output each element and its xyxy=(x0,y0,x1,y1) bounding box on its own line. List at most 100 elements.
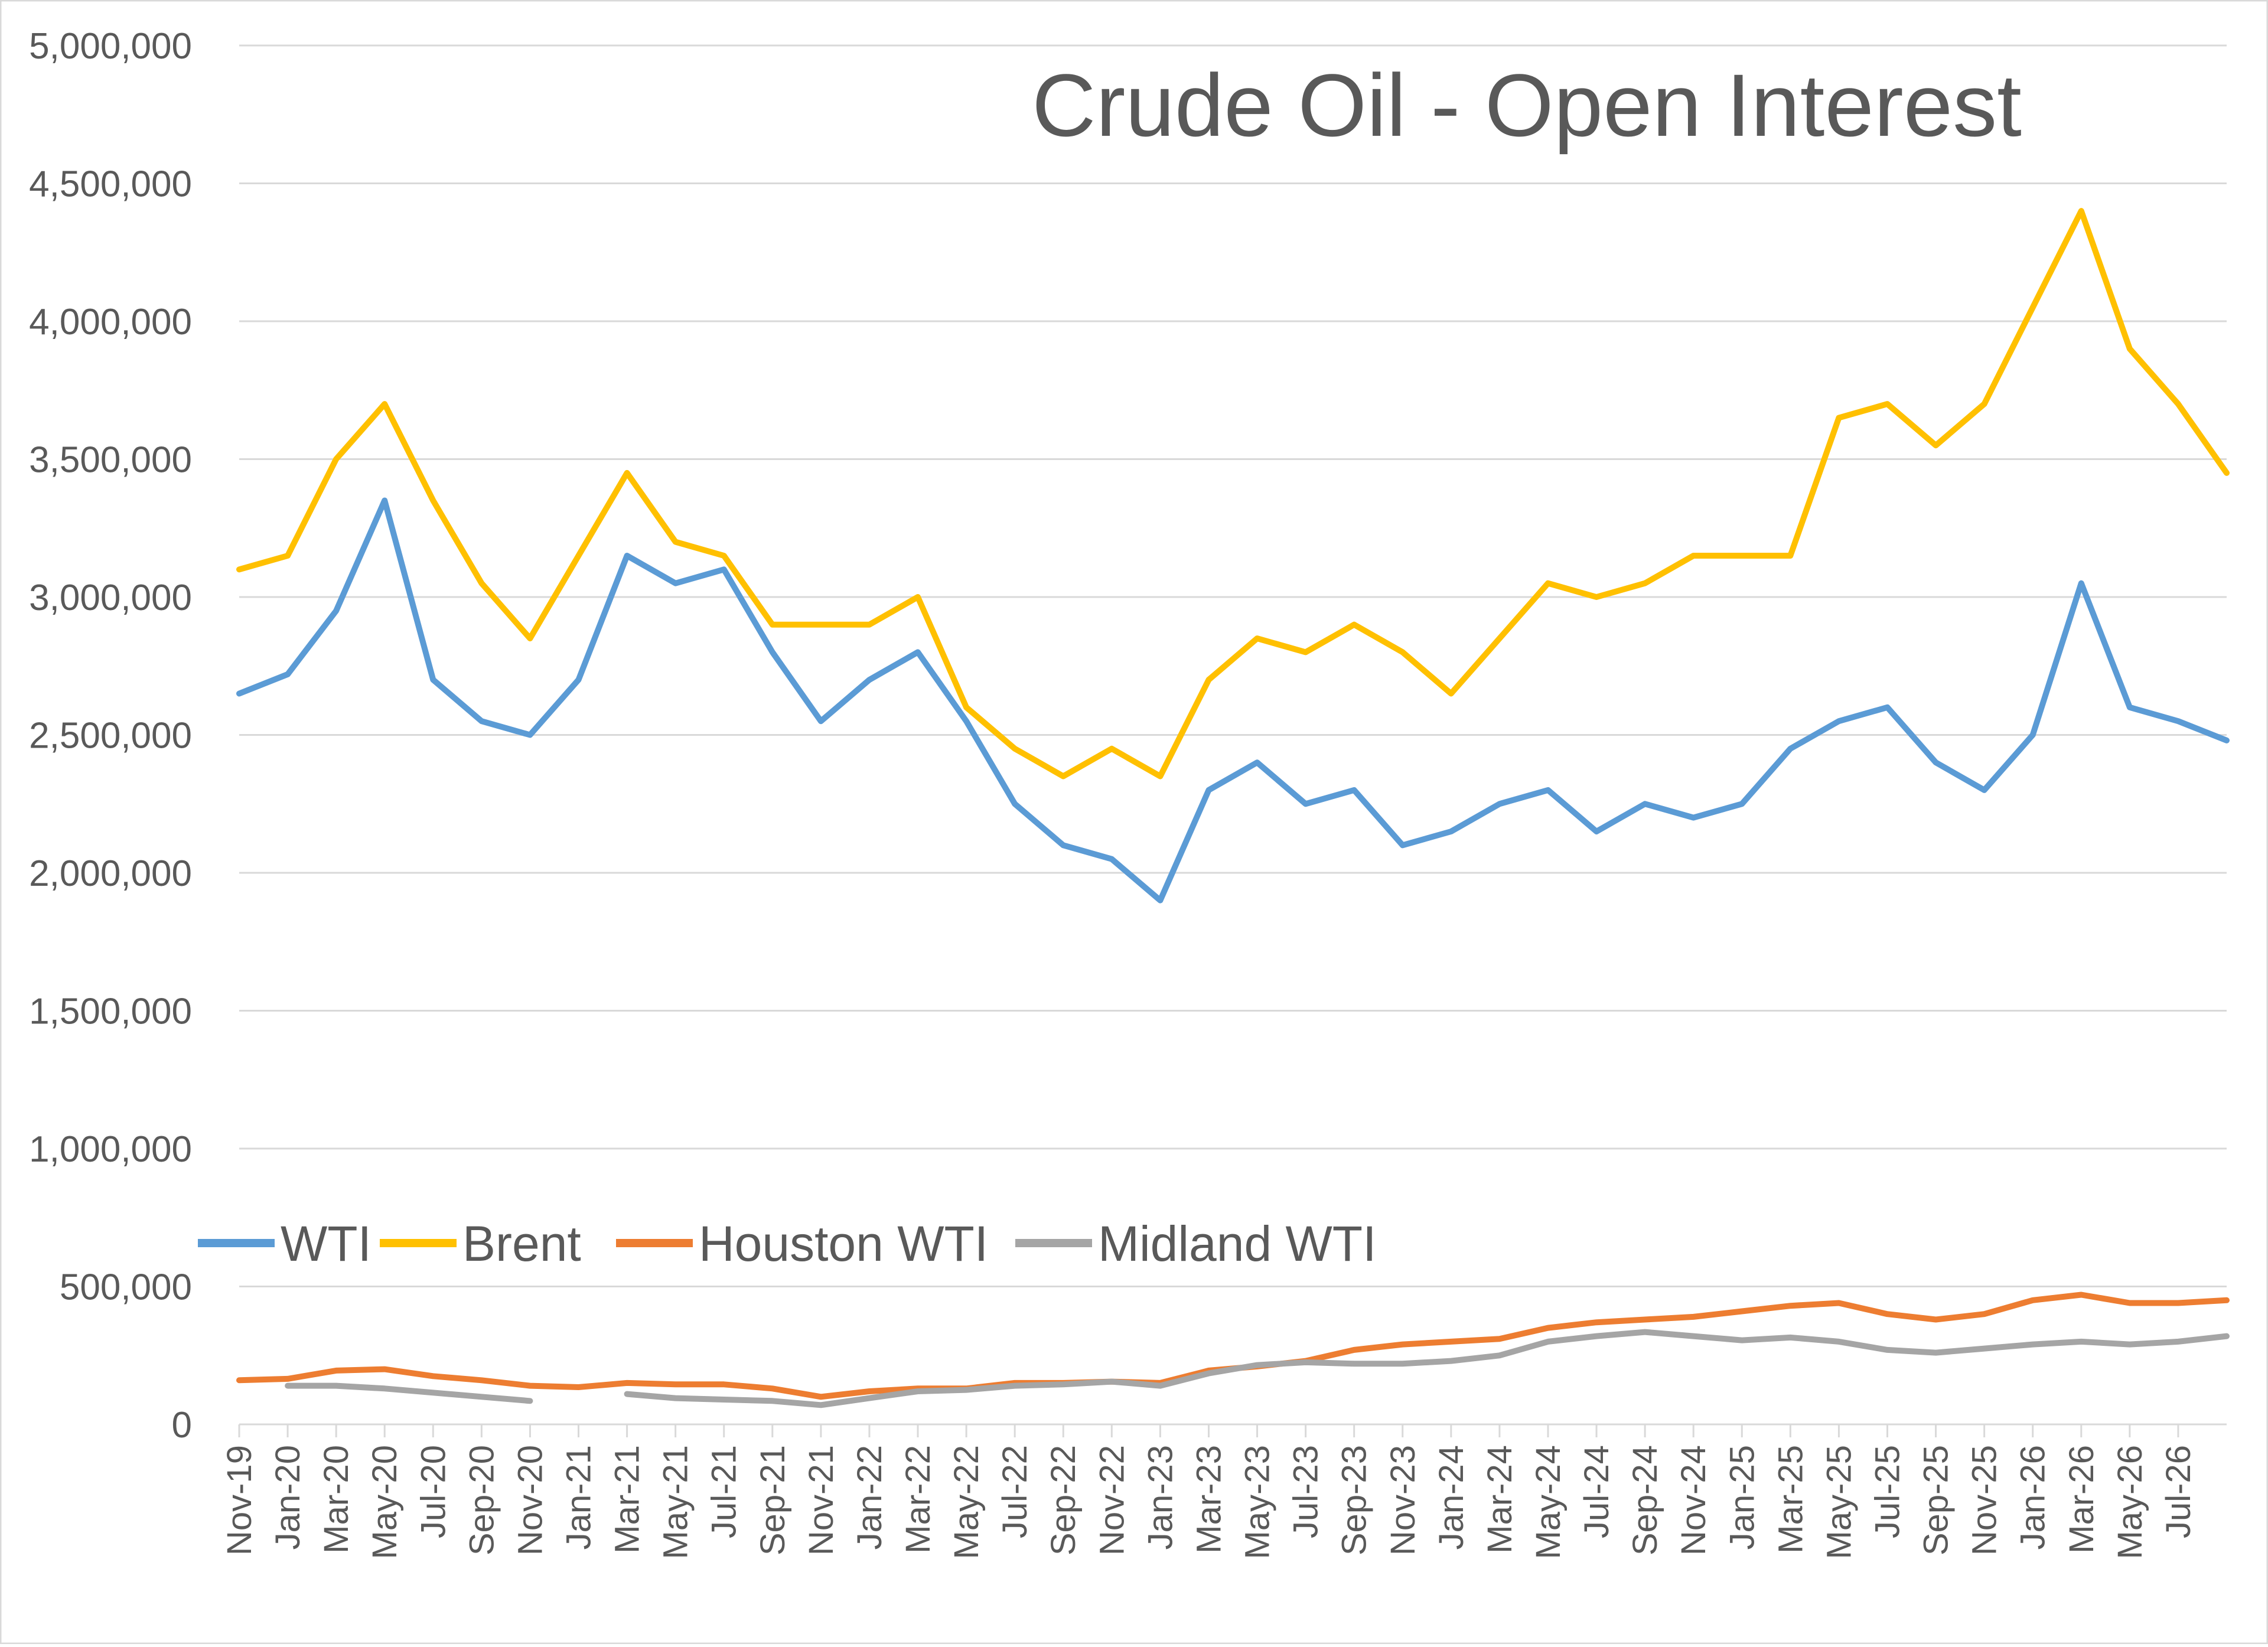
series-point xyxy=(1497,1336,1502,1341)
series-point xyxy=(1643,581,1647,586)
series-point xyxy=(1449,1339,1454,1344)
series-point xyxy=(1691,816,1696,820)
y-tick-label: 1,000,000 xyxy=(29,1129,192,1170)
series-point xyxy=(1255,1363,1260,1368)
series-point xyxy=(527,1384,532,1388)
series-point xyxy=(1836,1301,1841,1306)
series-point xyxy=(915,595,920,599)
series-line xyxy=(236,497,2230,904)
series-point xyxy=(1109,746,1114,751)
y-tick-label: 3,000,000 xyxy=(29,578,192,618)
series-point xyxy=(1982,1346,1987,1351)
x-tick-label: Mar-22 xyxy=(899,1445,937,1554)
series-point xyxy=(1449,829,1454,834)
series-point xyxy=(285,1377,290,1381)
series-point xyxy=(576,1385,581,1390)
series-point xyxy=(1594,1320,1599,1325)
series-point xyxy=(334,1368,338,1373)
x-tick-label: Sep-20 xyxy=(462,1445,501,1555)
series-point xyxy=(1788,553,1793,558)
series-point xyxy=(673,540,678,544)
series-point xyxy=(382,498,387,503)
x-tick-label: Mar-24 xyxy=(1481,1445,1519,1554)
y-tick-label: 4,500,000 xyxy=(29,164,192,205)
y-tick-label: 5,000,000 xyxy=(29,26,192,67)
series-point xyxy=(2127,705,2132,710)
x-tick-label: Mar-21 xyxy=(608,1445,647,1554)
series-point xyxy=(1352,1361,1357,1366)
series-point xyxy=(1885,705,1889,710)
series-point xyxy=(1061,1382,1065,1387)
series-point xyxy=(527,636,532,641)
gridlines xyxy=(239,44,2227,1426)
series-point xyxy=(964,705,969,710)
x-tick-label: Mar-25 xyxy=(1771,1445,1810,1554)
series-point xyxy=(625,471,630,475)
series-point xyxy=(1352,1348,1357,1352)
series-point xyxy=(2224,1298,2229,1303)
series-point xyxy=(1788,746,1793,751)
legend: WTI Brent Houston WTI Midland WTI xyxy=(198,1216,1376,1271)
x-tick-label: Nov-25 xyxy=(1966,1445,2004,1555)
series-point xyxy=(2224,738,2229,743)
series-group xyxy=(236,208,2230,780)
series-point xyxy=(479,1394,484,1399)
y-tick-label: 0 xyxy=(172,1405,192,1446)
series-point xyxy=(867,622,872,627)
y-tick-label: 500,000 xyxy=(60,1267,192,1308)
x-tick-label: Sep-25 xyxy=(1917,1445,1956,1555)
series-point xyxy=(1691,1334,1696,1339)
x-tick-label: Jul-25 xyxy=(1868,1445,1907,1538)
series-point xyxy=(334,1384,338,1388)
series-point xyxy=(2079,1339,2084,1344)
x-tick-label: Jan-22 xyxy=(850,1445,889,1550)
series-point xyxy=(1352,788,1357,792)
series-point xyxy=(867,677,872,682)
series-point xyxy=(285,1384,290,1388)
series-point xyxy=(1788,1335,1793,1340)
legend-label: Brent xyxy=(462,1216,581,1271)
series-point xyxy=(1206,1371,1211,1376)
series-point xyxy=(1643,801,1647,806)
series-point xyxy=(1206,677,1211,682)
legend-label: Houston WTI xyxy=(699,1216,988,1271)
series-point xyxy=(1691,553,1696,558)
series-point xyxy=(1449,1359,1454,1364)
series-point xyxy=(576,677,581,682)
series-point xyxy=(1497,636,1502,641)
series-point xyxy=(1158,774,1162,779)
series-lines xyxy=(236,208,2230,1408)
series-group xyxy=(285,1329,2230,1408)
x-tick-label: Sep-23 xyxy=(1335,1445,1374,1555)
y-tick-label: 3,500,000 xyxy=(29,440,192,481)
series-point xyxy=(431,498,435,503)
x-tick-label: May-20 xyxy=(366,1445,404,1559)
series-point xyxy=(2127,347,2132,351)
series-point xyxy=(2176,402,2181,406)
series-point xyxy=(915,650,920,654)
series-point xyxy=(1012,801,1017,806)
series-point xyxy=(722,553,726,558)
series-point xyxy=(1885,1348,1889,1352)
series-point xyxy=(1497,1353,1502,1358)
x-tick-label: Mar-20 xyxy=(317,1445,356,1554)
series-point xyxy=(479,581,484,586)
series-point xyxy=(1061,843,1065,847)
series-point xyxy=(2176,719,2181,723)
series-point xyxy=(285,672,290,677)
series-point xyxy=(1255,760,1260,765)
series-point xyxy=(1012,1384,1017,1388)
series-point xyxy=(1982,1312,1987,1316)
series-point xyxy=(1304,1360,1308,1365)
series-point xyxy=(2224,1334,2229,1339)
series-point xyxy=(1836,1339,1841,1344)
series-point xyxy=(1885,1312,1889,1316)
x-tick-label: Nov-19 xyxy=(220,1445,259,1555)
x-tick-label: Nov-24 xyxy=(1674,1445,1713,1555)
series-point xyxy=(1739,553,1744,558)
series-point xyxy=(1400,650,1405,654)
x-tick-label: Jul-26 xyxy=(2159,1445,2198,1538)
